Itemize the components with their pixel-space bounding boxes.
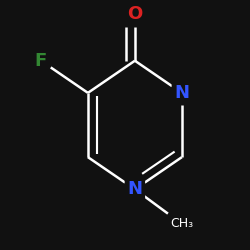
Text: N: N: [128, 180, 142, 198]
Text: O: O: [127, 5, 142, 23]
Text: N: N: [174, 84, 189, 102]
Text: CH₃: CH₃: [170, 218, 194, 230]
Text: F: F: [35, 52, 47, 70]
